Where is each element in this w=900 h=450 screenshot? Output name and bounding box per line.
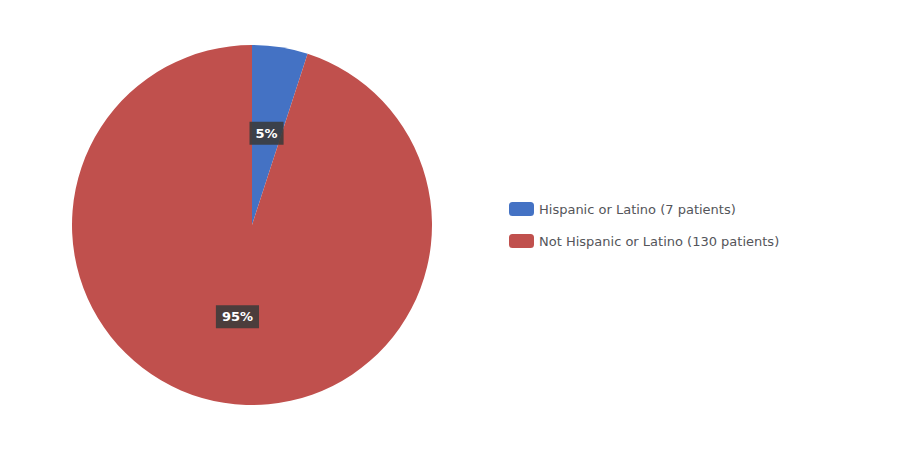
svg-text:5%: 5% — [256, 126, 278, 141]
svg-text:Not Hispanic or Latino (130 pa: Not Hispanic or Latino (130 patients) — [539, 234, 779, 249]
svg-text:95%: 95% — [222, 309, 253, 324]
svg-text:Hispanic or Latino (7 patients: Hispanic or Latino (7 patients) — [539, 202, 736, 217]
